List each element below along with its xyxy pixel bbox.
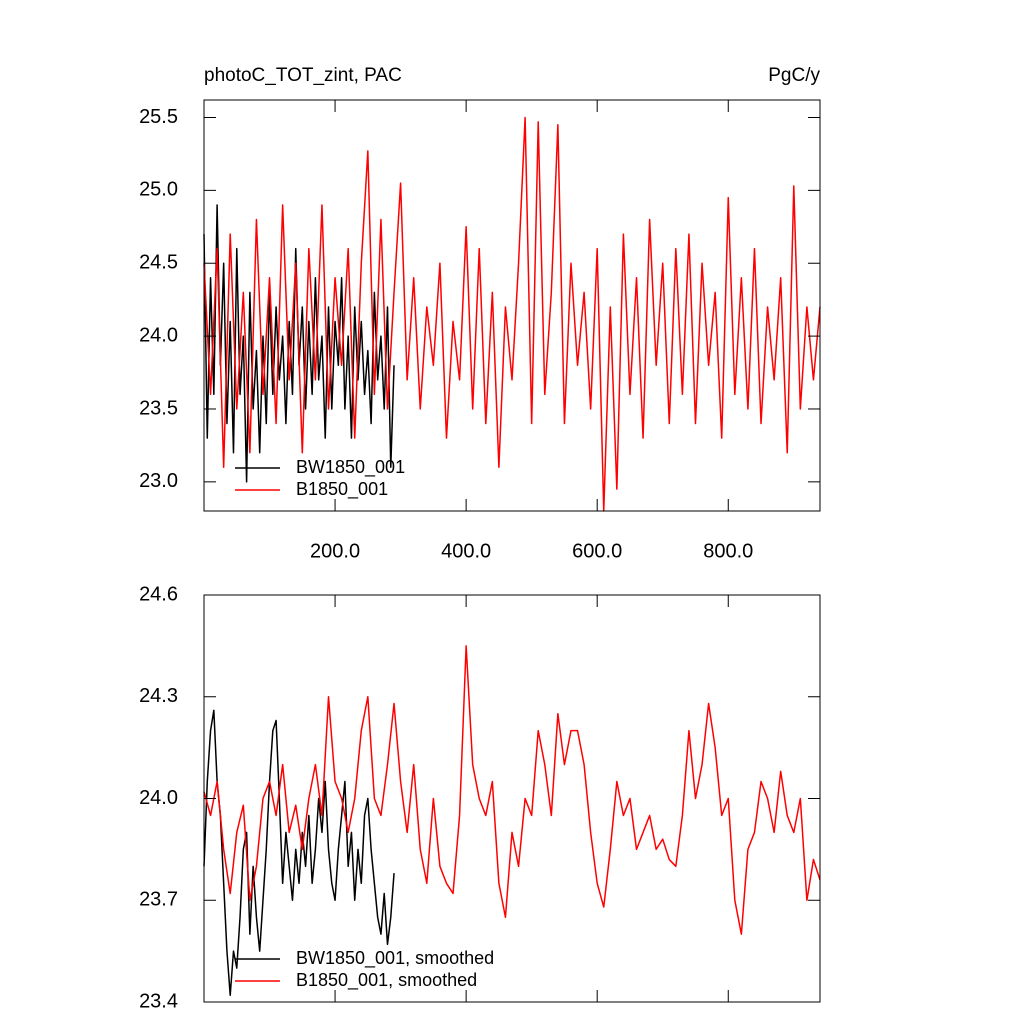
x-tick-label: 600.0 (572, 540, 622, 562)
y-tick-label: 23.7 (139, 889, 178, 911)
x-tick-label: 200.0 (310, 540, 360, 562)
y-tick-label: 25.5 (139, 106, 178, 128)
chart-title: photoC_TOT_zint, PAC (204, 65, 402, 86)
y-tick-label: 24.0 (139, 787, 178, 809)
y-tick-label: 25.0 (139, 179, 178, 201)
data-line (203, 709, 395, 996)
y-tick-label: 24.6 (139, 583, 178, 605)
y-tick-label: 23.5 (139, 397, 178, 419)
x-tick-label: 800.0 (703, 540, 753, 562)
units-label: PgC/y (768, 65, 820, 86)
y-tick-label: 24.3 (139, 685, 178, 707)
y-tick-label: 24.5 (139, 252, 178, 274)
data-line (203, 116, 821, 512)
y-tick-label: 23.4 (139, 990, 178, 1012)
legend-label: B1850_001, smoothed (296, 970, 477, 991)
legend-label: BW1850_001, smoothed (296, 948, 494, 969)
plot-frame (203, 99, 821, 512)
y-tick-label: 23.0 (139, 470, 178, 492)
legend-label: BW1850_001 (296, 457, 405, 478)
y-tick-label: 24.0 (139, 324, 178, 346)
data-line (203, 645, 821, 935)
legend-label: B1850_001 (296, 479, 388, 500)
x-tick-label: 400.0 (441, 540, 491, 562)
